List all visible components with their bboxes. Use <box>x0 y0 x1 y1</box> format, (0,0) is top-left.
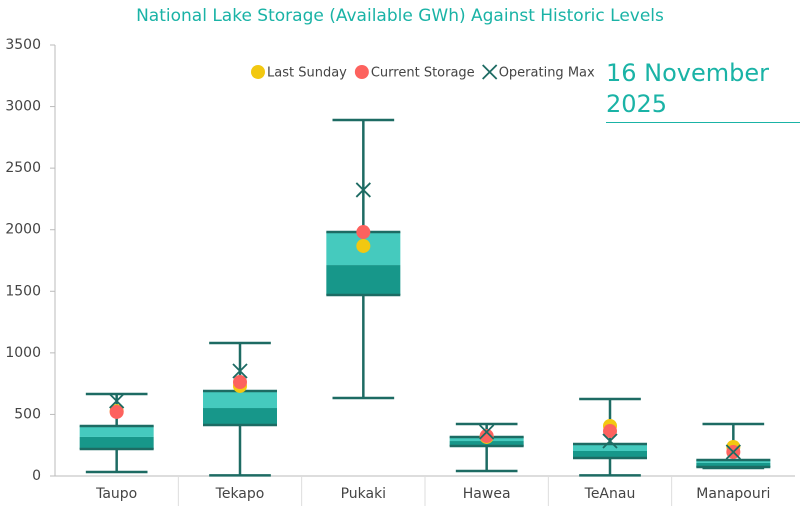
box-lower <box>326 265 401 295</box>
box-upper <box>573 443 647 452</box>
box-lower <box>79 436 154 450</box>
chart-title: National Lake Storage (Available GWh) Ag… <box>136 6 664 26</box>
marker <box>356 238 371 253</box>
box-lower <box>203 408 277 426</box>
marker <box>479 424 495 440</box>
marker <box>603 424 617 439</box>
marker <box>232 363 248 379</box>
legend-label: Current Storage <box>371 66 475 81</box>
legend-marker <box>251 65 265 79</box>
y-tick-label: 2500 <box>5 160 41 176</box>
marker <box>356 225 371 240</box>
marker <box>233 375 247 390</box>
marker <box>355 182 371 198</box>
box-lower <box>696 462 771 468</box>
marker <box>109 393 125 409</box>
box-upper <box>79 426 154 437</box>
x-tick-label: Taupo <box>95 486 137 502</box>
legend-label: Operating Max <box>499 66 595 81</box>
y-tick-label: 2000 <box>5 222 41 238</box>
marker <box>602 433 618 449</box>
y-tick-label: 500 <box>14 406 41 422</box>
box-lower <box>573 451 647 459</box>
x-tick-label: Tekapo <box>215 486 265 502</box>
marker <box>479 428 494 443</box>
y-tick-label: 3500 <box>5 37 41 53</box>
y-tick-label: 1000 <box>5 345 41 361</box>
marker <box>109 404 124 419</box>
box-upper <box>203 391 277 409</box>
y-tick-label: 1500 <box>5 283 41 299</box>
box-upper <box>696 459 771 463</box>
marker <box>725 444 741 460</box>
legend-marker <box>354 65 369 79</box>
x-tick-label: Pukaki <box>341 486 387 502</box>
x-tick-label: TeAnau <box>584 486 636 502</box>
legend-marker <box>482 64 498 80</box>
y-tick-label: 0 <box>32 468 41 484</box>
x-tick-label: Hawea <box>463 486 511 502</box>
legend-label: Last Sunday <box>267 66 347 81</box>
y-tick-label: 3000 <box>5 99 41 115</box>
x-tick-label: Manapouri <box>696 486 770 502</box>
date-annotation: 16 November 2025 <box>606 58 800 123</box>
